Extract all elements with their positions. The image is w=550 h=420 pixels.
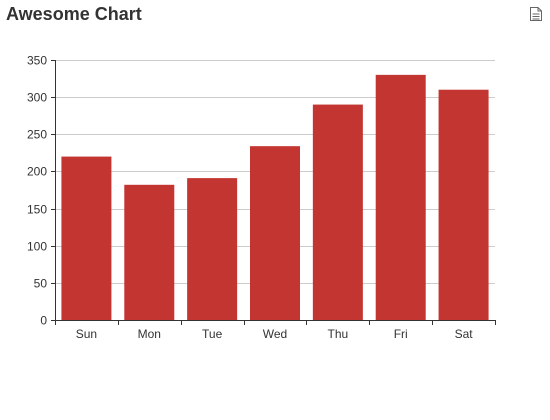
bar-mon[interactable] xyxy=(124,184,175,320)
bar-wed[interactable] xyxy=(250,146,300,320)
bar-tue[interactable] xyxy=(187,178,238,320)
y-tick-label: 50 xyxy=(34,277,48,291)
y-tick-label: 250 xyxy=(27,128,47,142)
save-image-icon[interactable] xyxy=(529,6,543,22)
bar-sun[interactable] xyxy=(61,156,112,320)
chart-title: Awesome Chart xyxy=(6,4,142,24)
y-tick-label: 100 xyxy=(27,240,47,254)
bar-thu[interactable] xyxy=(312,104,363,320)
x-tick-label: Tue xyxy=(202,327,223,341)
y-tick-label: 300 xyxy=(27,91,47,105)
y-tick-label: 200 xyxy=(27,165,47,179)
y-tick-label: 0 xyxy=(40,314,47,328)
bar-sat[interactable] xyxy=(438,89,489,320)
x-tick-label: Mon xyxy=(138,327,161,341)
axes: 0 50 100 150 200 250 300 350 Sun Mon Tue Wed Thu Fri S… xyxy=(27,54,496,341)
x-tick-label: Thu xyxy=(328,327,349,341)
bars xyxy=(61,74,489,320)
x-tick-label: Sun xyxy=(76,327,97,341)
x-tick-label: Fri xyxy=(394,327,408,341)
y-tick-label: 150 xyxy=(27,203,47,217)
y-tick-label: 350 xyxy=(27,54,47,68)
x-tick-label: Sat xyxy=(455,327,474,341)
bar-fri[interactable] xyxy=(375,74,426,320)
x-tick-label: Wed xyxy=(263,327,287,341)
